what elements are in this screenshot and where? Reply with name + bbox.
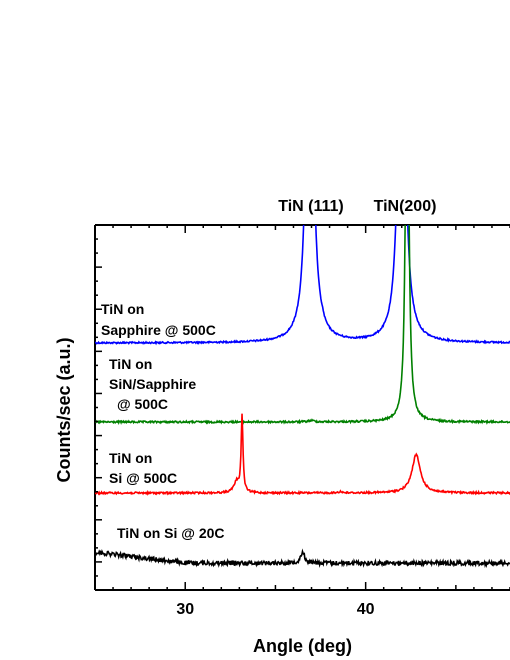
x-axis-label: Angle (deg): [253, 636, 352, 656]
peak-label-tin-111: TiN (111): [278, 198, 344, 215]
series-label-tin-on-si-20c: TiN on Si @ 20C: [117, 525, 225, 541]
series-line-tin-on-sapphire-500c: [95, 225, 510, 346]
chart-labels: 30 40 Angle (deg) Counts/sec (a.u.) TiN (111…: [54, 198, 436, 656]
peak-label-tin-200: TiN(200): [374, 198, 437, 215]
series-line-tin-on-si-20c: [95, 548, 510, 569]
series-line-tin-on-sin-sapphire-500c: [95, 225, 510, 425]
series-label-tin-on-sin-sapphire-500c: @ 500C: [117, 396, 168, 412]
series-label-tin-on-sapphire-500c: Sapphire @ 500C: [101, 322, 216, 338]
x-tick-label: 40: [357, 601, 375, 618]
axis-ticks: [95, 224, 510, 591]
series-label-tin-on-sin-sapphire-500c: TiN on: [109, 356, 152, 372]
x-tick-label: 30: [176, 601, 194, 618]
series-label-tin-on-sin-sapphire-500c: SiN/Sapphire: [109, 376, 196, 392]
y-axis-label: Counts/sec (a.u.): [54, 337, 74, 482]
series-layer: [95, 225, 510, 569]
series-line-tin-on-si-500c: [95, 413, 510, 496]
series-label-tin-on-si-500c: TiN on: [109, 450, 152, 466]
series-label-tin-on-si-500c: Si @ 500C: [109, 470, 177, 486]
series-label-tin-on-sapphire-500c: TiN on: [101, 301, 144, 317]
